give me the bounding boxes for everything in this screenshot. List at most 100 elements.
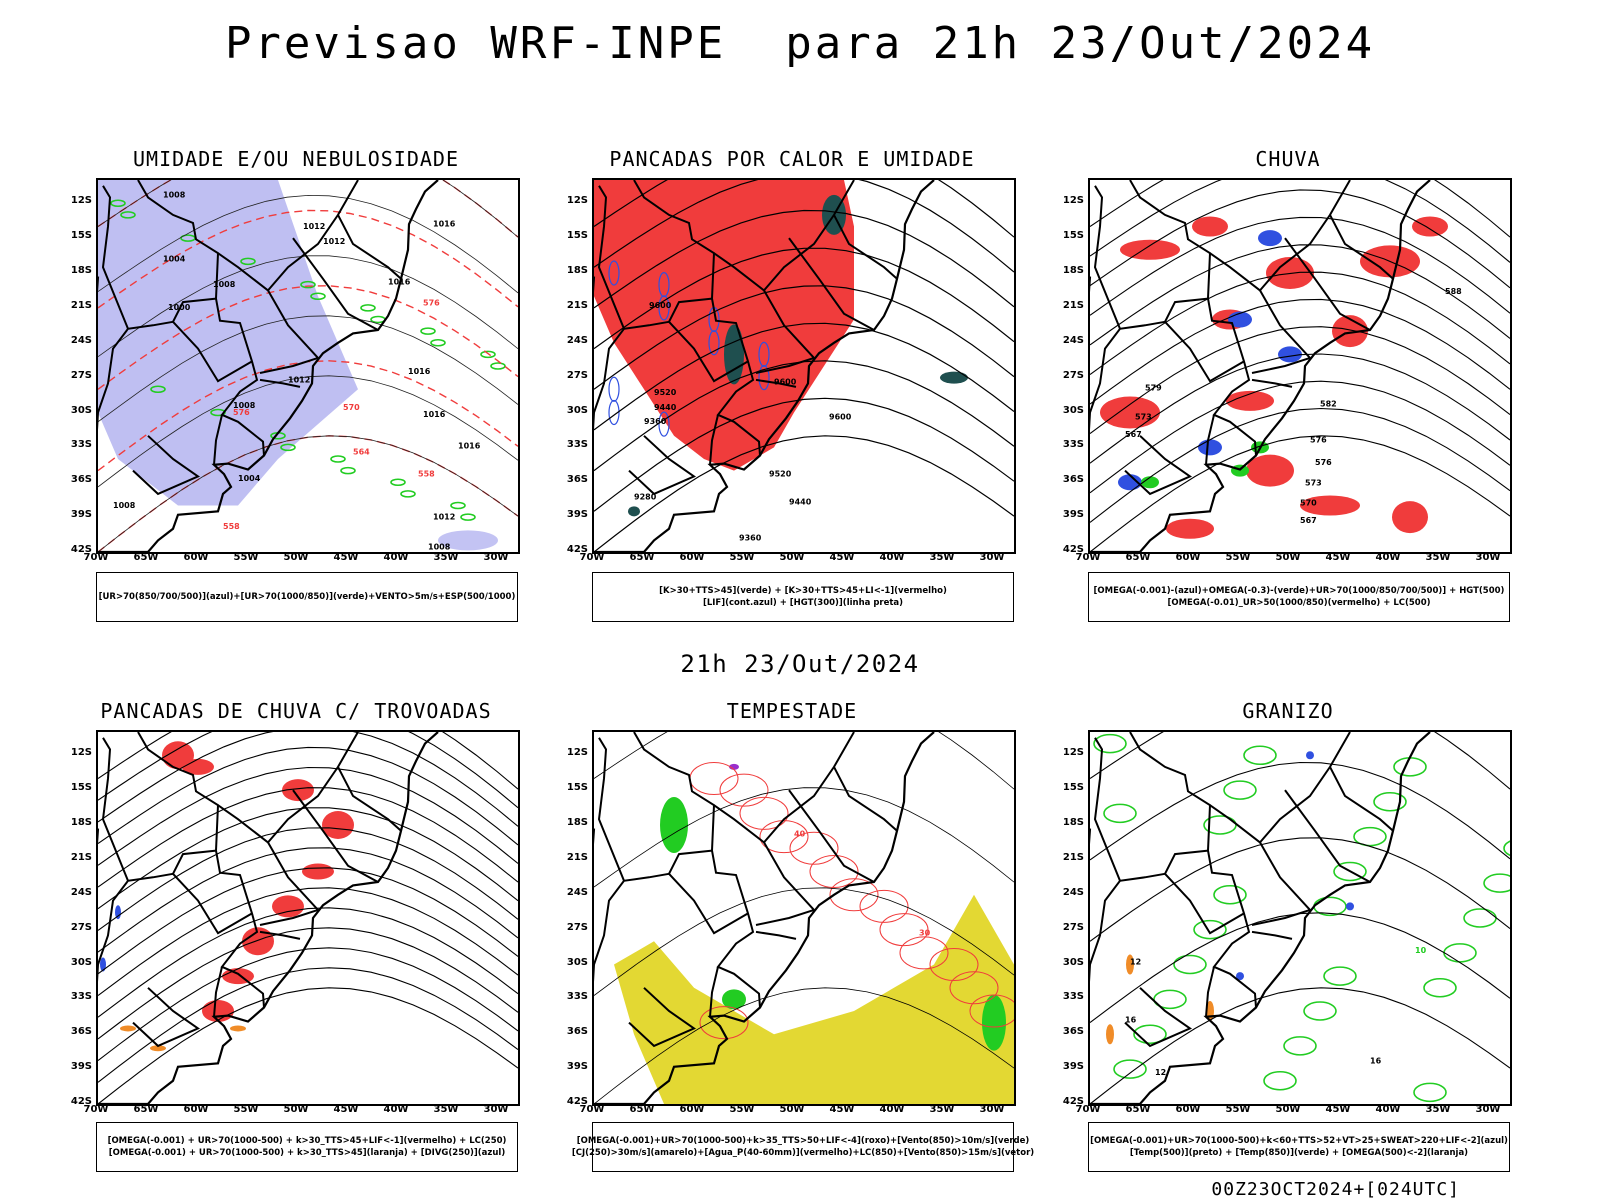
hail-area-blue xyxy=(1306,751,1314,760)
contour-line xyxy=(98,987,518,1104)
longitude-tick-label: 55W xyxy=(1225,552,1251,563)
contour-label: 1008 xyxy=(163,190,186,199)
longitude-tick-label: 65W xyxy=(1125,1104,1151,1115)
temp-850-contour xyxy=(1213,884,1247,905)
temp-850-contour xyxy=(1093,733,1127,754)
latitude-tick-label: 24S xyxy=(1062,334,1084,346)
rain-area-red xyxy=(1226,390,1274,411)
lifted-index-contour xyxy=(658,295,670,321)
contour-line xyxy=(98,746,518,846)
contour-label: 576 xyxy=(1310,436,1327,445)
panel-legend: [K>30+TTS>45](verde) + [K>30+TTS>45+LI<-… xyxy=(592,572,1014,622)
country-border xyxy=(709,414,719,465)
divergence-area-blue xyxy=(115,905,121,920)
latitude-tick-label: 27S xyxy=(1062,369,1084,381)
temp-850-contour xyxy=(1103,803,1137,824)
country-border xyxy=(215,850,265,1008)
temp-850-contour xyxy=(1323,966,1357,986)
latitude-tick-label: 24S xyxy=(566,334,588,346)
low-level-jet-green xyxy=(722,989,746,1010)
low-level-jet-green xyxy=(982,994,1006,1051)
latitude-tick-label: 12S xyxy=(566,195,588,207)
lifted-index-contour xyxy=(758,365,770,391)
country-border xyxy=(713,252,765,292)
field-layer xyxy=(1090,732,1510,1104)
contour-line xyxy=(98,907,518,1018)
contour-line xyxy=(98,194,518,294)
rain-area-red xyxy=(1166,518,1214,539)
country-border xyxy=(132,987,201,1048)
contour-line xyxy=(98,209,518,309)
legend-line: [UR>70(850/700/500)](azul)+[UR>70(1000/8… xyxy=(98,592,516,602)
latitude-tick-label: 18S xyxy=(566,265,588,276)
coastline xyxy=(594,180,935,552)
rain-area-red xyxy=(1120,239,1180,260)
forecast-map: 588 582 579 576 576 573 570 567 567 573 xyxy=(1088,178,1512,554)
contour-line xyxy=(594,209,1014,309)
country-border xyxy=(713,804,765,844)
latitude-tick-label: 12S xyxy=(1062,747,1084,759)
country-border xyxy=(788,789,875,883)
lifted-index-contour xyxy=(608,399,620,426)
country-border xyxy=(763,841,815,911)
contour-line xyxy=(98,967,518,1083)
country-border xyxy=(1093,185,1121,330)
country-border xyxy=(1093,737,1121,882)
contour-label: 1012 xyxy=(303,222,325,231)
country-border xyxy=(292,237,379,331)
country-border xyxy=(213,966,223,1017)
country-border xyxy=(267,289,319,359)
contour-label: 1016 xyxy=(408,367,431,376)
latitude-tick-label: 15S xyxy=(566,230,588,242)
longitude-tick-label: 65W xyxy=(1125,552,1151,563)
latitude-tick-label: 33S xyxy=(566,991,588,1003)
map-svg: 9600 9520 9440 9360 9600 9600 9520 9440 9280 9360 xyxy=(594,180,1014,552)
country-border xyxy=(1090,320,1166,430)
latitude-tick-label: 12S xyxy=(1062,195,1084,207)
rain-area-red xyxy=(1192,216,1228,237)
contour-line xyxy=(98,766,518,866)
map-svg: 1008 1012 1012 1016 1004 1008 1016 1000 576 1012 1… xyxy=(98,180,518,552)
low-level-humidity-contour xyxy=(390,478,406,487)
storm-area-orange xyxy=(150,1045,166,1052)
longitude-tick-label: 45W xyxy=(829,1104,855,1115)
low-level-humidity-contour xyxy=(460,513,476,521)
country-border xyxy=(1251,356,1311,374)
longitude-tick-label: 35W xyxy=(1425,1104,1451,1115)
contour-label: 1004 xyxy=(238,474,261,483)
temp-850-contour xyxy=(1463,908,1497,928)
low-level-humidity-contour xyxy=(110,199,126,208)
longitude-tick-label: 30W xyxy=(1475,1104,1501,1115)
country-border xyxy=(259,356,319,374)
instability-area-red xyxy=(594,180,854,471)
country-border xyxy=(1129,180,1212,299)
country-border xyxy=(1259,289,1311,359)
latitude-tick-label: 39S xyxy=(566,1061,588,1073)
longitude-tick-label: 40W xyxy=(1375,552,1401,563)
low-level-jet-green xyxy=(660,797,688,853)
latitude-tick-label: 18S xyxy=(1062,265,1084,276)
contour-label: 9360 xyxy=(739,533,762,542)
temp-850-contour xyxy=(1443,943,1477,963)
contour-label: 570 xyxy=(1300,499,1317,508)
rain-area-blue xyxy=(1258,230,1282,247)
contour-line xyxy=(594,247,1014,350)
latitude-tick-label: 21S xyxy=(1062,299,1084,311)
contour-line xyxy=(98,732,518,809)
legend-line: [OMEGA(-0.001)+UR>70(1000-500)+k<60+TTS>… xyxy=(1090,1136,1508,1146)
latitude-tick-label: 30S xyxy=(1062,956,1084,968)
temp-850-contour xyxy=(1193,919,1227,940)
latitude-tick-label: 27S xyxy=(566,369,588,381)
contour-label: 588 xyxy=(1445,287,1462,296)
precipitable-water-contour xyxy=(969,994,1014,1028)
longitude-tick-label: 70W xyxy=(579,552,605,563)
latitude-tick-label: 24S xyxy=(1062,886,1084,898)
longitude-tick-label: 35W xyxy=(929,552,955,563)
latitude-tick-label: 15S xyxy=(1062,782,1084,794)
contour-line xyxy=(594,732,1014,790)
precipitable-water-contour xyxy=(689,762,739,795)
coastline xyxy=(1090,180,1431,552)
humidity-area xyxy=(438,530,498,551)
longitude-tick-label: 40W xyxy=(1375,1104,1401,1115)
latitude-tick-label: 12S xyxy=(566,747,588,759)
